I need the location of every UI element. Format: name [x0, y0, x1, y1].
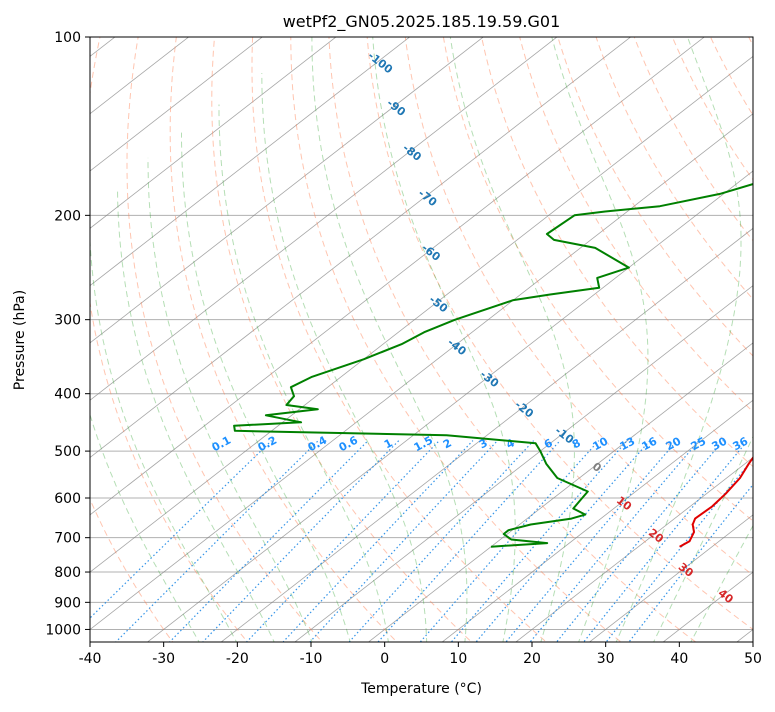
moist-adiabat-line [89, 209, 243, 654]
moist-adiabat-line [450, 37, 574, 654]
mixing-ratio-line [272, 441, 473, 654]
moist-adiabat-line [552, 37, 648, 654]
mixing-ratio-label: 20 [664, 434, 684, 453]
mixing-ratio-line [574, 441, 747, 654]
isotherm-line [648, 10, 775, 654]
mixing-ratio-label: 16 [640, 434, 660, 453]
x-tick-label: 20 [523, 651, 541, 667]
isotherm-line [0, 10, 739, 654]
moist-adiabat-line [685, 37, 775, 654]
isotherm-line [279, 10, 775, 654]
mixing-ratio-line [104, 441, 318, 654]
isotherm-line [0, 10, 592, 654]
dry-adiabat-line [439, 10, 775, 654]
x-tick-label: -20 [226, 651, 249, 667]
y-tick-label: 900 [54, 595, 81, 611]
y-tick-label: 500 [54, 444, 81, 460]
dry-adiabat-line [127, 10, 333, 654]
isotherm-label: 10 [614, 494, 634, 514]
moist-adiabat-line [312, 37, 467, 654]
y-tick-label: 200 [54, 208, 81, 224]
dry-adiabat-line [212, 10, 485, 654]
x-tick-label: -10 [300, 651, 323, 667]
isotherm-label: -100 [365, 49, 395, 76]
mixing-ratio-line [54, 441, 272, 654]
mixing-ratio-line [235, 441, 439, 654]
mixing-ratio-label: 2 [441, 436, 454, 451]
mixing-ratio-line [367, 441, 560, 654]
isotherm-label: -70 [416, 187, 440, 210]
isotherm-line [427, 10, 775, 654]
isotherm-label: -90 [384, 96, 408, 119]
y-tick-label: 600 [54, 491, 81, 507]
dry-adiabat-line [514, 10, 775, 654]
isotherm-line [574, 10, 775, 654]
isotherm-line [0, 10, 518, 654]
y-tick-label: 1000 [45, 622, 81, 638]
dry-adiabat-line [291, 10, 636, 654]
mixing-ratio-label: 1 [382, 436, 395, 451]
mixing-ratio-line [158, 441, 368, 654]
mixing-ratio-label: 4 [504, 436, 517, 451]
y-tick-label: 400 [54, 387, 81, 403]
isotherm-line [0, 10, 444, 654]
mixing-ratio-line [520, 441, 699, 654]
isotherm-label: -30 [478, 368, 502, 391]
x-tick-label: 0 [380, 651, 389, 667]
isotherm-line [58, 10, 775, 654]
isotherm-label: -80 [400, 141, 424, 164]
isotherm-label: -40 [445, 336, 469, 359]
x-tick-label: 50 [744, 651, 762, 667]
isotherm-line [721, 10, 775, 654]
isotherm-line [353, 10, 775, 654]
x-axis-label: Temperature (°C) [360, 681, 482, 697]
x-tick-label: 40 [670, 651, 688, 667]
x-tick-label: 10 [449, 651, 467, 667]
mixing-ratio-label: 10 [591, 434, 611, 453]
y-tick-label: 100 [54, 30, 81, 46]
mixing-ratio-label: 8 [570, 436, 583, 451]
moist-adiabat-line [62, 228, 206, 654]
mixing-ratio-label: 36 [731, 434, 751, 453]
temperature-profile-line [680, 29, 775, 547]
dry-adiabat-line [588, 10, 775, 654]
plot-frame [90, 37, 753, 642]
x-tick-label: -30 [152, 651, 175, 667]
x-tick-label: -40 [79, 651, 102, 667]
dry-adiabat-line [699, 10, 775, 654]
y-tick-label: 300 [54, 313, 81, 329]
dry-adiabat-line [736, 10, 775, 654]
mixing-ratio-label: 30 [710, 434, 730, 453]
isotherm-label: -50 [426, 293, 450, 316]
mixing-ratio-label: 13 [618, 435, 638, 454]
y-tick-label: 700 [54, 531, 81, 547]
isotherm-line [0, 10, 223, 654]
isotherm-label: -60 [419, 241, 443, 264]
mixing-ratio-line [191, 441, 398, 654]
moist-adiabat-line [262, 73, 427, 654]
dry-adiabat-line [170, 10, 409, 654]
isotherm-label: 0 [590, 460, 604, 475]
isotherm-line [206, 10, 775, 654]
moist-adiabat-line [373, 37, 516, 654]
y-axis-label: Pressure (hPa) [12, 290, 28, 390]
x-tick-label: 30 [597, 651, 615, 667]
y-tick-label: 800 [54, 565, 81, 581]
dry-adiabat-line [662, 10, 775, 654]
mixing-ratio-line [410, 441, 599, 654]
dry-adiabat-line [551, 10, 775, 654]
isotherm-label: -20 [512, 398, 536, 421]
chart-title: wetPf2_GN05.2025.185.19.59.G01 [283, 12, 561, 32]
